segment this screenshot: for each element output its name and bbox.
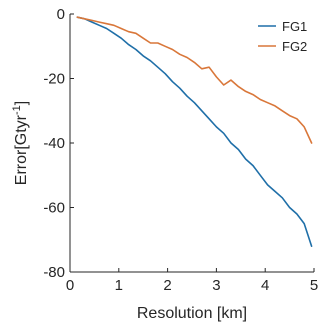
series-line-fg2 [76, 16, 313, 144]
legend-label-fg1: FG1 [282, 19, 307, 34]
x-tick-label: 1 [115, 277, 123, 294]
y-axis-label: Error[Gtyr-1] [11, 101, 30, 185]
plot-area [76, 16, 313, 247]
x-tick-label: 4 [261, 277, 269, 294]
axes: 0 1 2 3 4 5 0 -20 -40 -60 -80 [43, 6, 318, 294]
y-tick-label: 0 [57, 6, 65, 23]
y-axis-label-superscript: -1 [11, 105, 23, 115]
y-tick-label: -40 [43, 135, 65, 152]
x-tick-label: 5 [310, 277, 318, 294]
y-axis-label-main: Error[Gtyr [13, 114, 30, 185]
x-tick-label: 3 [212, 277, 220, 294]
x-tick-label: 2 [163, 277, 171, 294]
series-line-fg1 [76, 16, 313, 247]
x-tick-label: 0 [66, 277, 74, 294]
y-tick-label: -60 [43, 200, 65, 217]
x-axis-label: Resolution [km] [137, 305, 247, 322]
y-axis-label-end: ] [13, 101, 30, 105]
legend-label-fg2: FG2 [282, 39, 307, 54]
y-tick-label: -20 [43, 71, 65, 88]
y-tick-label: -80 [43, 264, 65, 281]
